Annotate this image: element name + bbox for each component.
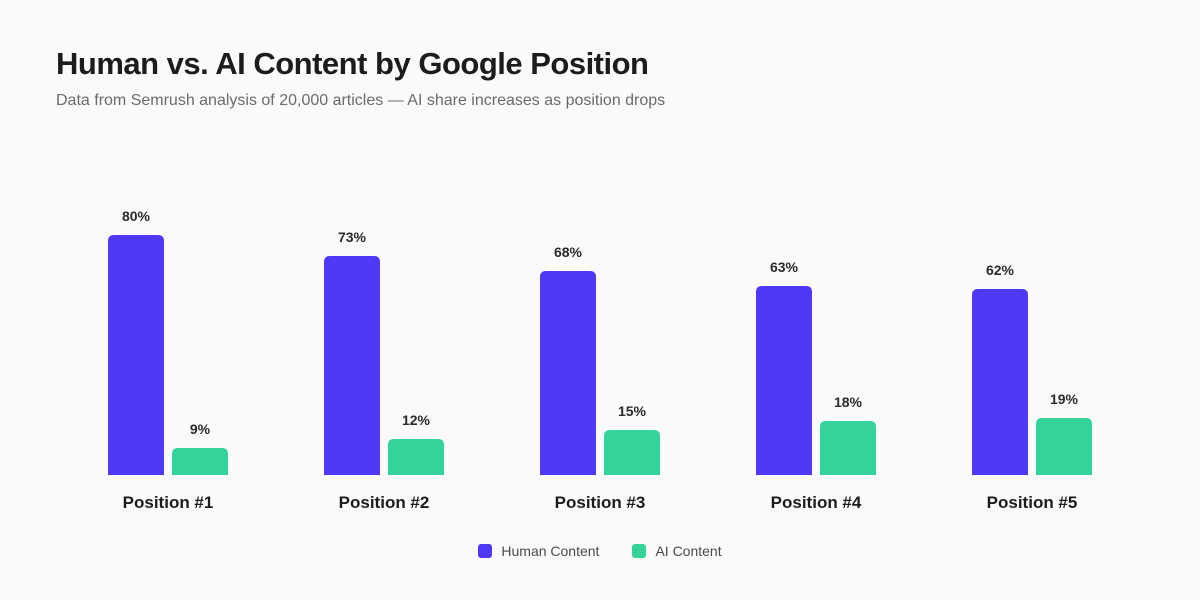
ai-value-label-5: 19% (1050, 391, 1079, 407)
ai-bar-5 (1036, 418, 1092, 475)
human-bar-3 (540, 271, 596, 475)
human-bar-1 (108, 235, 164, 475)
ai-bar-2 (388, 439, 444, 475)
ai-value-label-1: 9% (190, 421, 211, 437)
ai-value-label-2: 12% (402, 412, 431, 428)
human-value-label-1: 80% (122, 208, 151, 224)
category-label-1: Position #1 (123, 493, 214, 512)
chart-subtitle: Data from Semrush analysis of 20,000 art… (56, 92, 666, 109)
chart-title: Human vs. AI Content by Google Position (56, 46, 649, 81)
legend-label-ai: AI Content (655, 543, 722, 559)
category-label-3: Position #3 (555, 493, 646, 512)
human-bar-5 (972, 289, 1028, 475)
ai-value-label-3: 15% (618, 403, 647, 419)
human-bar-2 (324, 256, 380, 475)
ai-bar-1 (172, 448, 228, 475)
legend-swatch-human (478, 544, 493, 558)
human-value-label-2: 73% (338, 229, 367, 245)
category-label-4: Position #4 (771, 493, 862, 512)
legend-item-human: Human Content (478, 543, 599, 559)
legend-item-ai: AI Content (632, 543, 722, 559)
legend-label-human: Human Content (501, 543, 600, 559)
legend-swatch-ai (632, 544, 647, 558)
human-bar-4 (756, 286, 812, 475)
human-value-label-4: 63% (770, 259, 799, 275)
human-value-label-5: 62% (986, 262, 1015, 278)
category-label-5: Position #5 (987, 493, 1078, 512)
ai-value-label-4: 18% (834, 394, 863, 410)
ai-bar-3 (604, 430, 660, 475)
category-label-2: Position #2 (339, 493, 430, 512)
ai-bar-4 (820, 421, 876, 475)
legend: Human Content AI Content (0, 543, 1200, 559)
human-value-label-3: 68% (554, 244, 583, 260)
